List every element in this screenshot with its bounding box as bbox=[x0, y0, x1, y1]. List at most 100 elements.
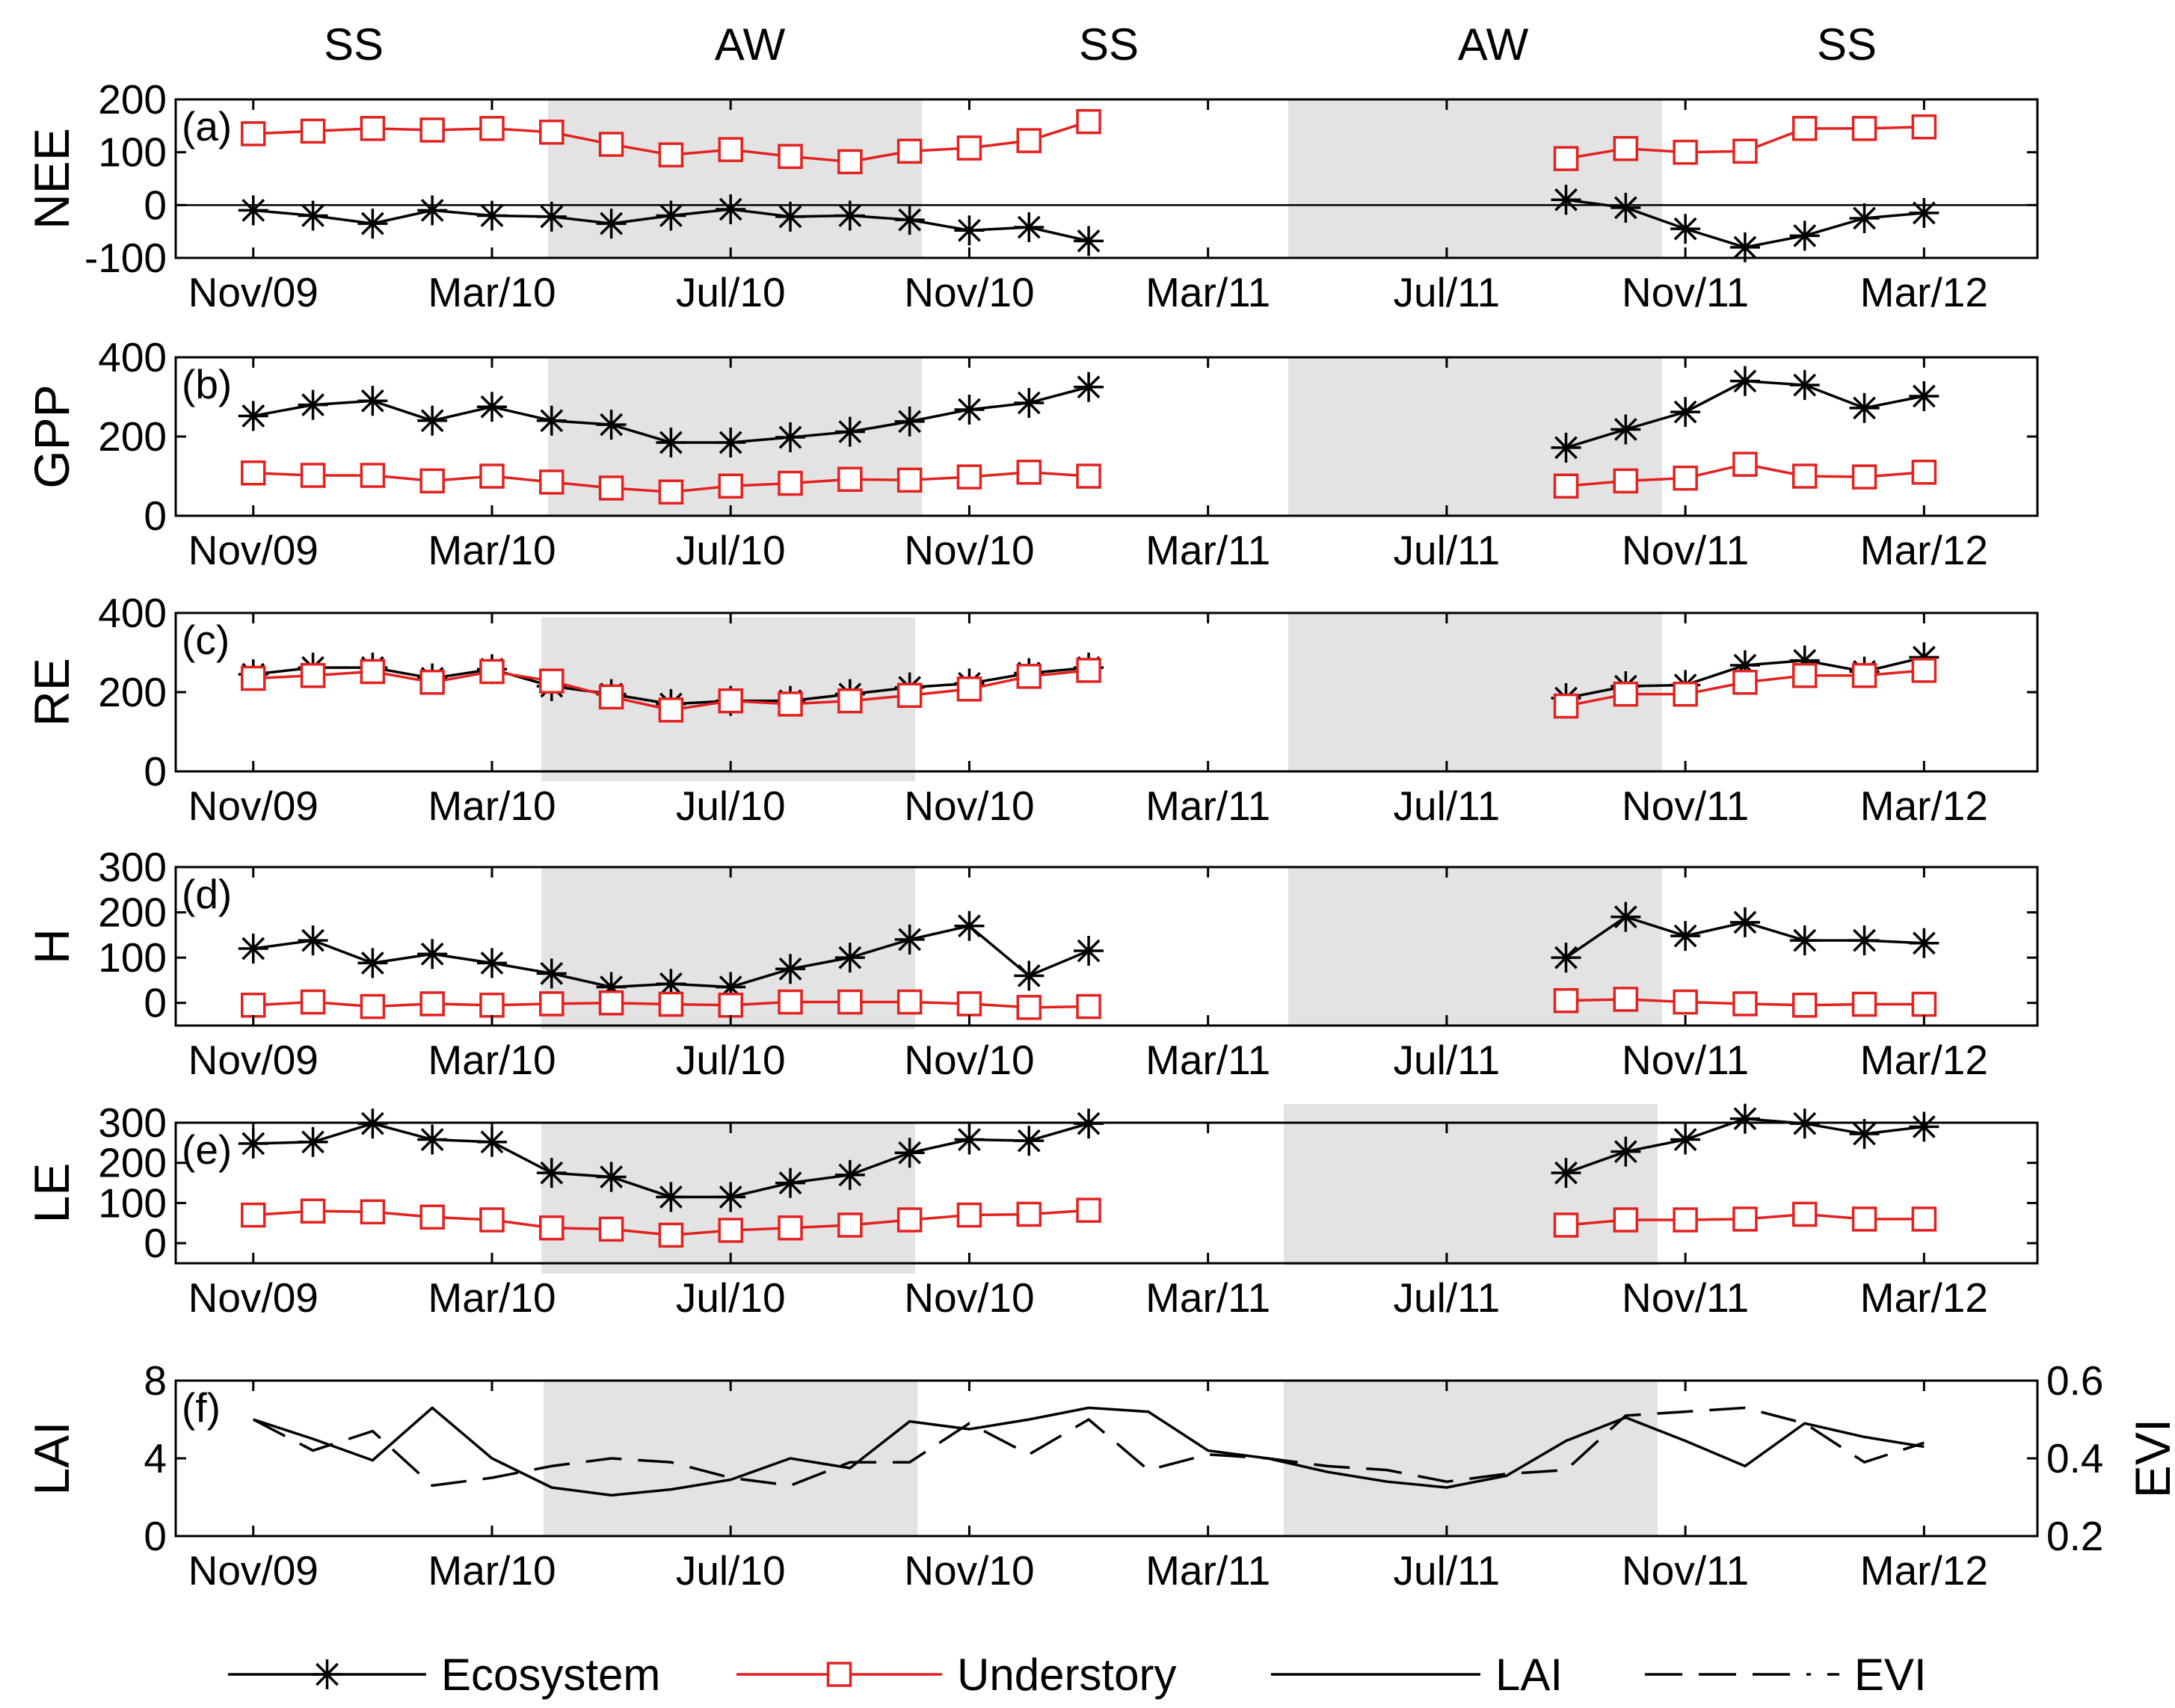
series-understory bbox=[241, 108, 1937, 175]
shaded-region-2 bbox=[1288, 613, 1662, 771]
point-understory-26 bbox=[1792, 662, 1818, 688]
x-tick-label: Nov/09 bbox=[188, 1037, 319, 1083]
y-tick-label: 400 bbox=[98, 590, 167, 636]
point-ecosystem-10 bbox=[834, 943, 865, 973]
y-axis-label: LE bbox=[24, 1163, 79, 1224]
point-understory-10 bbox=[837, 688, 863, 714]
point-understory-14 bbox=[1076, 108, 1101, 135]
y-tick-label: 100 bbox=[98, 934, 167, 981]
point-ecosystem-24 bbox=[1670, 1124, 1701, 1155]
point-ecosystem-27 bbox=[1849, 203, 1880, 233]
point-understory-5 bbox=[539, 1215, 564, 1241]
point-understory-6 bbox=[598, 1216, 624, 1242]
point-ecosystem-25 bbox=[1729, 232, 1760, 262]
point-understory-5 bbox=[539, 668, 564, 694]
point-ecosystem-2 bbox=[357, 386, 388, 416]
point-ecosystem-27 bbox=[1849, 1119, 1880, 1150]
point-understory-22 bbox=[1553, 987, 1579, 1014]
point-ecosystem-9 bbox=[775, 1168, 806, 1198]
x-tick-label: Nov/11 bbox=[1622, 783, 1749, 829]
point-ecosystem-8 bbox=[716, 194, 746, 224]
x-tick-label: Mar/12 bbox=[1860, 527, 1988, 573]
point-understory-5 bbox=[539, 469, 564, 495]
season-labels: SS AW SS AW SS bbox=[324, 19, 1877, 70]
legend-marker-square bbox=[826, 1662, 852, 1687]
point-ecosystem-27 bbox=[1849, 392, 1880, 423]
y-tick-label: 400 bbox=[98, 334, 167, 380]
series-ecosystem bbox=[238, 366, 1939, 463]
axes-frame bbox=[174, 1121, 2039, 1265]
point-ecosystem-13 bbox=[1014, 387, 1045, 418]
y-tick-label-right: 0.4 bbox=[2046, 1435, 2103, 1482]
point-understory-24 bbox=[1673, 681, 1698, 707]
series-evi bbox=[252, 1406, 1925, 1487]
point-understory-3 bbox=[419, 991, 445, 1017]
point-understory-26 bbox=[1792, 463, 1818, 489]
point-ecosystem-7 bbox=[656, 427, 686, 457]
point-understory-2 bbox=[360, 116, 386, 141]
point-ecosystem-3 bbox=[417, 1124, 448, 1155]
point-ecosystem-12 bbox=[954, 910, 985, 941]
x-tick-label: Mar/10 bbox=[428, 269, 556, 315]
x-tick-label: Mar/12 bbox=[1860, 269, 1988, 315]
point-ecosystem-22 bbox=[1551, 943, 1581, 973]
point-understory-28 bbox=[1911, 991, 1937, 1017]
point-ecosystem-7 bbox=[656, 969, 686, 999]
point-ecosystem-26 bbox=[1789, 925, 1820, 956]
point-ecosystem-4 bbox=[476, 1126, 507, 1157]
point-understory-23 bbox=[1613, 1207, 1639, 1233]
chart-panels: Nov/09 Mar/10 Jul/10 Nov/10 Mar/11 Jul/11 Nov/… bbox=[24, 76, 2175, 1594]
x-tick-label: Jul/10 bbox=[676, 269, 786, 315]
point-ecosystem-24 bbox=[1670, 397, 1701, 428]
y-tick-label: 0 bbox=[144, 493, 167, 539]
y-axis-label-right: EVI bbox=[2125, 1419, 2175, 1498]
point-ecosystem-26 bbox=[1789, 370, 1820, 401]
point-understory-25 bbox=[1732, 670, 1758, 695]
point-understory-1 bbox=[300, 118, 326, 144]
point-ecosystem-14 bbox=[1074, 371, 1104, 402]
point-understory-11 bbox=[896, 682, 923, 708]
point-understory-8 bbox=[718, 688, 743, 714]
point-understory-9 bbox=[778, 989, 803, 1015]
axes-frame bbox=[174, 1379, 2039, 1538]
point-understory-8 bbox=[718, 1218, 743, 1243]
point-ecosystem-10 bbox=[834, 200, 865, 231]
point-understory-0 bbox=[241, 460, 266, 486]
season-label-4: AW bbox=[1458, 19, 1529, 70]
point-understory-6 bbox=[598, 990, 624, 1016]
series-ecosystem bbox=[238, 901, 1939, 1002]
point-understory-11 bbox=[896, 138, 923, 164]
legend-label: EVI bbox=[1854, 1650, 1927, 1700]
point-ecosystem-3 bbox=[417, 405, 448, 436]
x-tick-label: Mar/11 bbox=[1145, 527, 1270, 573]
point-understory-7 bbox=[658, 697, 684, 723]
point-understory-3 bbox=[419, 468, 445, 494]
y-tick-label: 0 bbox=[144, 182, 167, 228]
point-understory-3 bbox=[419, 117, 445, 143]
point-understory-23 bbox=[1613, 987, 1639, 1012]
point-understory-14 bbox=[1076, 658, 1101, 683]
point-understory-28 bbox=[1911, 658, 1937, 683]
point-ecosystem-0 bbox=[238, 1128, 268, 1159]
y-tick-label: 0 bbox=[144, 1220, 167, 1266]
point-understory-14 bbox=[1076, 463, 1101, 489]
x-tick-label: Nov/10 bbox=[904, 269, 1034, 315]
point-understory-25 bbox=[1732, 138, 1758, 164]
point-understory-2 bbox=[360, 993, 386, 1020]
point-understory-0 bbox=[241, 665, 266, 691]
point-understory-8 bbox=[718, 473, 743, 499]
x-tick-label: Jul/10 bbox=[676, 527, 786, 573]
point-ecosystem-11 bbox=[894, 924, 925, 955]
panel-a: Nov/09 Mar/10 Jul/10 Nov/10 Mar/11 Jul/11 Nov/… bbox=[24, 76, 2039, 315]
point-ecosystem-6 bbox=[596, 410, 627, 440]
point-understory-11 bbox=[896, 989, 923, 1015]
point-understory-4 bbox=[479, 463, 505, 489]
legend-label: Ecosystem bbox=[441, 1650, 660, 1700]
point-ecosystem-23 bbox=[1611, 1136, 1641, 1167]
point-understory-12 bbox=[956, 135, 982, 161]
x-tick-label: Nov/11 bbox=[1622, 1547, 1749, 1594]
point-understory-22 bbox=[1553, 146, 1579, 171]
x-tick-label: Mar/12 bbox=[1860, 1037, 1988, 1083]
x-tick-label: Nov/10 bbox=[904, 1037, 1034, 1083]
point-understory-11 bbox=[896, 1207, 923, 1233]
